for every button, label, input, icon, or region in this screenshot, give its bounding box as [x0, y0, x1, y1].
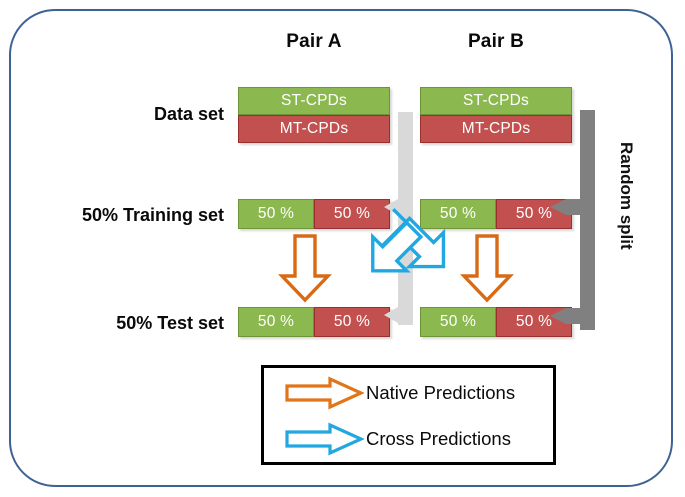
arrow-right-outline-icon [282, 376, 366, 410]
split-half-green: 50 % [238, 307, 314, 337]
native-prediction-arrow-pair-b [460, 234, 514, 303]
row-label-data-set: Data set [153, 104, 224, 124]
legend-label-cross: Cross Predictions [366, 428, 511, 449]
random-split-caption: Random split [617, 142, 636, 250]
dataset-cell-st-cpds: ST-CPDs [238, 87, 390, 115]
dataset-stack-pair-a: ST-CPDs MT-CPDs [238, 87, 390, 143]
cross-prediction-arrows [371, 208, 446, 273]
column-header-pair-b: Pair B [467, 31, 525, 52]
split-half-red: 50 % [314, 199, 390, 229]
test-split-bar-pair-a: 50 % 50 % [238, 307, 390, 337]
split-half-green: 50 % [420, 199, 496, 229]
dataset-cell-st-cpds: ST-CPDs [420, 87, 572, 115]
dataset-cell-mt-cpds: MT-CPDs [238, 115, 390, 143]
test-split-bar-pair-b: 50 % 50 % [420, 307, 572, 337]
split-half-green: 50 % [420, 307, 496, 337]
split-half-green: 50 % [238, 199, 314, 229]
row-label-test-set: 50% Test set [116, 313, 224, 333]
arrow-right-outline-icon [282, 422, 366, 456]
dataset-stack-pair-b: ST-CPDs MT-CPDs [420, 87, 572, 143]
random-split-bracket-dark-gray [550, 110, 595, 330]
legend-item-native-predictions: Native Predictions [264, 372, 553, 414]
legend-label-native: Native Predictions [366, 382, 516, 403]
row-label-training-set: 50% Training set [81, 205, 224, 225]
dataset-cell-mt-cpds: MT-CPDs [420, 115, 572, 143]
native-prediction-arrow-pair-a [278, 234, 332, 303]
training-split-bar-pair-a: 50 % 50 % [238, 199, 390, 229]
column-header-pair-a: Pair A [286, 31, 342, 52]
split-half-red: 50 % [314, 307, 390, 337]
legend-box: Native Predictions Cross Predictions [261, 365, 556, 465]
training-split-bar-pair-b: 50 % 50 % [420, 199, 572, 229]
legend-item-cross-predictions: Cross Predictions [264, 418, 553, 460]
